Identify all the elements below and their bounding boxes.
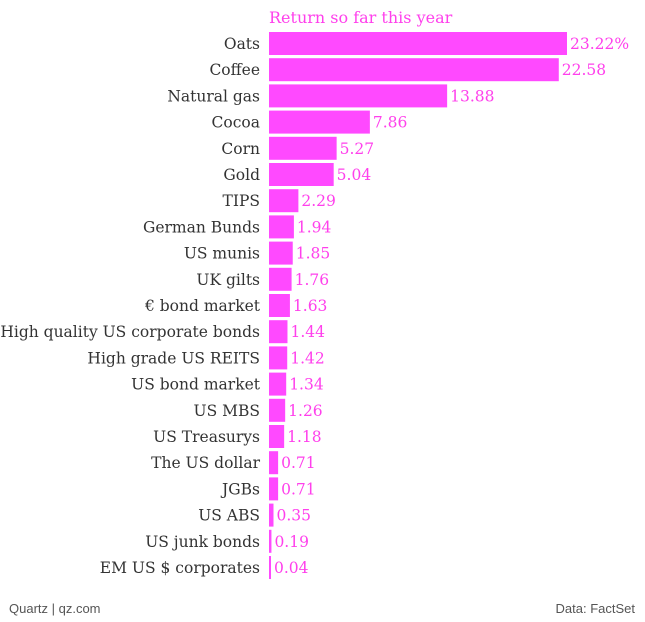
- bar: [269, 503, 274, 527]
- bar: [269, 189, 299, 213]
- category-label: Oats: [224, 35, 260, 53]
- bar: [269, 346, 288, 370]
- data-label: 5.04: [337, 166, 372, 184]
- data-label: 0.04: [274, 559, 309, 577]
- data-label: 1.63: [293, 297, 328, 315]
- category-label: Natural gas: [167, 87, 260, 105]
- bar: [269, 241, 293, 265]
- footer-credit: Data: FactSet: [555, 601, 635, 616]
- data-label: 1.76: [295, 271, 330, 289]
- bar: [269, 529, 272, 553]
- bar: [269, 372, 287, 396]
- data-label: 13.88: [450, 87, 494, 105]
- category-label: US bond market: [131, 376, 261, 394]
- category-label: Cocoa: [212, 114, 260, 132]
- category-label: UK gilts: [196, 271, 260, 289]
- category-label: High quality US corporate bonds: [0, 323, 260, 341]
- category-label: US ABS: [198, 507, 260, 525]
- category-label: € bond market: [144, 297, 261, 315]
- bar: [269, 136, 337, 160]
- bar-chart: Return so far this year Oats 23.22% Coffee…: [0, 8, 629, 579]
- bar: [269, 451, 279, 475]
- bar: [269, 294, 290, 317]
- data-label: 1.18: [287, 428, 322, 446]
- category-label: US munis: [184, 245, 260, 263]
- bar: [269, 163, 334, 186]
- chart-title: Return so far this year: [269, 8, 453, 27]
- bar: [269, 84, 448, 108]
- category-label: The US dollar: [151, 454, 260, 472]
- data-label: 22.58: [562, 61, 606, 79]
- data-label: 1.44: [290, 323, 325, 341]
- category-label: German Bunds: [143, 218, 260, 236]
- data-label: 1.42: [290, 349, 325, 367]
- data-label: 5.27: [340, 140, 375, 158]
- bar: [269, 267, 292, 291]
- category-label: High grade US REITS: [87, 349, 260, 367]
- data-label: 2.29: [301, 192, 336, 210]
- category-label: EM US $ corporates: [100, 559, 260, 577]
- bar: [269, 398, 286, 422]
- bar: [269, 477, 279, 501]
- bar: [269, 215, 294, 239]
- bar: [269, 32, 567, 55]
- category-label: US Treasurys: [153, 428, 260, 446]
- data-label: 1.26: [288, 402, 323, 420]
- footer-source: Quartz | qz.com: [9, 601, 101, 616]
- category-label: JGBs: [220, 480, 260, 498]
- data-label: 0.71: [281, 480, 316, 498]
- bar: [269, 556, 271, 579]
- data-label: 23.22%: [570, 35, 629, 53]
- category-label: US junk bonds: [145, 533, 260, 551]
- data-label: 1.94: [297, 218, 332, 236]
- data-label: 1.85: [296, 245, 331, 263]
- data-label: 0.71: [281, 454, 316, 472]
- data-label: 7.86: [373, 114, 408, 132]
- data-label: 0.35: [276, 507, 311, 525]
- data-label: 1.34: [289, 376, 324, 394]
- bar: [269, 425, 285, 448]
- bar: [269, 58, 559, 82]
- category-label: Corn: [221, 140, 260, 158]
- category-label: Coffee: [209, 61, 260, 79]
- category-label: US MBS: [194, 402, 261, 420]
- bars-layer: Oats 23.22% Coffee 22.58 Natural gas 13.88 Coc…: [0, 32, 629, 579]
- data-label: 0.19: [274, 533, 309, 551]
- bar: [269, 110, 370, 134]
- bar: [269, 320, 288, 344]
- category-label: Gold: [223, 166, 260, 184]
- category-label: TIPS: [222, 192, 260, 210]
